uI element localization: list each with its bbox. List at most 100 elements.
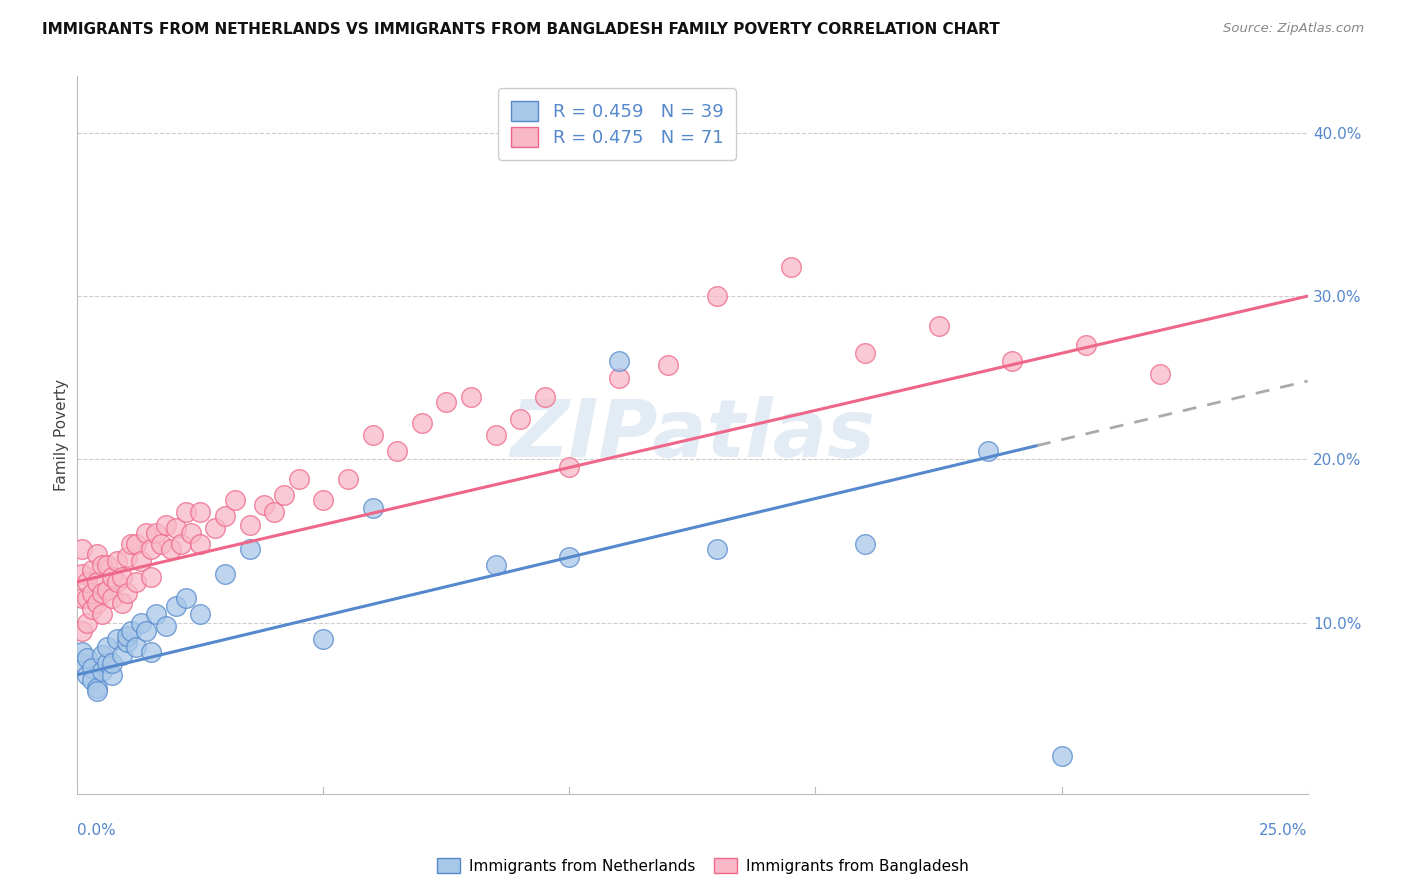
Point xyxy=(121,624,143,638)
Point xyxy=(1076,338,1098,352)
Point xyxy=(224,493,246,508)
Point xyxy=(111,648,132,662)
Point xyxy=(180,525,202,540)
Point xyxy=(607,370,630,384)
Point xyxy=(1149,368,1171,382)
Point xyxy=(96,582,118,597)
Point xyxy=(239,542,262,557)
Point xyxy=(853,346,876,360)
Legend: Immigrants from Netherlands, Immigrants from Bangladesh: Immigrants from Netherlands, Immigrants … xyxy=(432,852,974,880)
Point xyxy=(76,615,98,630)
Point xyxy=(509,411,531,425)
Point xyxy=(115,635,138,649)
Point xyxy=(288,472,311,486)
Point xyxy=(411,417,433,431)
Point xyxy=(82,602,104,616)
Point xyxy=(977,444,1000,458)
Point xyxy=(190,607,212,622)
Point xyxy=(70,542,93,557)
Point xyxy=(204,521,226,535)
Text: 0.0%: 0.0% xyxy=(77,823,117,838)
Point xyxy=(706,542,728,557)
Point xyxy=(115,550,138,565)
Point xyxy=(105,574,128,589)
Point xyxy=(96,640,118,654)
Point xyxy=(1001,354,1024,368)
Point xyxy=(135,624,157,638)
Point xyxy=(90,665,114,679)
Point xyxy=(131,615,153,630)
Point xyxy=(141,645,163,659)
Point xyxy=(105,553,128,567)
Point xyxy=(174,504,197,518)
Point xyxy=(361,501,384,516)
Point xyxy=(190,504,212,518)
Text: Source: ZipAtlas.com: Source: ZipAtlas.com xyxy=(1223,22,1364,36)
Point xyxy=(82,661,104,675)
Legend: R = 0.459   N = 39, R = 0.475   N = 71: R = 0.459 N = 39, R = 0.475 N = 71 xyxy=(499,88,737,160)
Point xyxy=(115,586,138,600)
Point xyxy=(141,542,163,557)
Point xyxy=(337,472,360,486)
Point xyxy=(96,657,118,671)
Point xyxy=(111,570,132,584)
Y-axis label: Family Poverty: Family Poverty xyxy=(53,379,69,491)
Point xyxy=(485,427,508,442)
Point xyxy=(101,570,124,584)
Point xyxy=(558,460,581,475)
Point xyxy=(165,599,187,614)
Point xyxy=(145,525,167,540)
Point xyxy=(214,566,236,581)
Point xyxy=(273,488,295,502)
Point xyxy=(76,574,98,589)
Point xyxy=(70,645,93,659)
Point xyxy=(312,493,335,508)
Point xyxy=(90,586,114,600)
Text: 25.0%: 25.0% xyxy=(1260,823,1308,838)
Point xyxy=(101,667,124,681)
Point xyxy=(214,509,236,524)
Point xyxy=(534,390,557,404)
Point xyxy=(76,651,98,665)
Point xyxy=(105,632,128,646)
Point xyxy=(121,537,143,551)
Point xyxy=(239,517,262,532)
Point xyxy=(150,537,173,551)
Point xyxy=(853,537,876,551)
Point xyxy=(90,607,114,622)
Point xyxy=(82,673,104,687)
Point xyxy=(86,681,108,695)
Point xyxy=(485,558,508,573)
Point xyxy=(706,289,728,303)
Point xyxy=(312,632,335,646)
Point xyxy=(86,574,108,589)
Point xyxy=(111,596,132,610)
Point xyxy=(170,537,193,551)
Point xyxy=(115,629,138,643)
Point xyxy=(125,537,148,551)
Point xyxy=(1050,749,1073,764)
Text: ZIPatlas: ZIPatlas xyxy=(510,396,875,474)
Point xyxy=(155,517,177,532)
Point xyxy=(101,657,124,671)
Point xyxy=(607,354,630,368)
Point xyxy=(101,591,124,605)
Point xyxy=(125,574,148,589)
Point xyxy=(145,607,167,622)
Point xyxy=(86,547,108,561)
Point xyxy=(70,657,93,671)
Point xyxy=(70,566,93,581)
Point xyxy=(436,395,458,409)
Point xyxy=(70,624,93,638)
Point xyxy=(460,390,482,404)
Point xyxy=(125,640,148,654)
Point xyxy=(928,318,950,333)
Point xyxy=(558,550,581,565)
Point xyxy=(190,537,212,551)
Point xyxy=(165,521,187,535)
Point xyxy=(76,591,98,605)
Point xyxy=(253,498,276,512)
Point xyxy=(82,563,104,577)
Point xyxy=(657,358,679,372)
Point xyxy=(86,684,108,698)
